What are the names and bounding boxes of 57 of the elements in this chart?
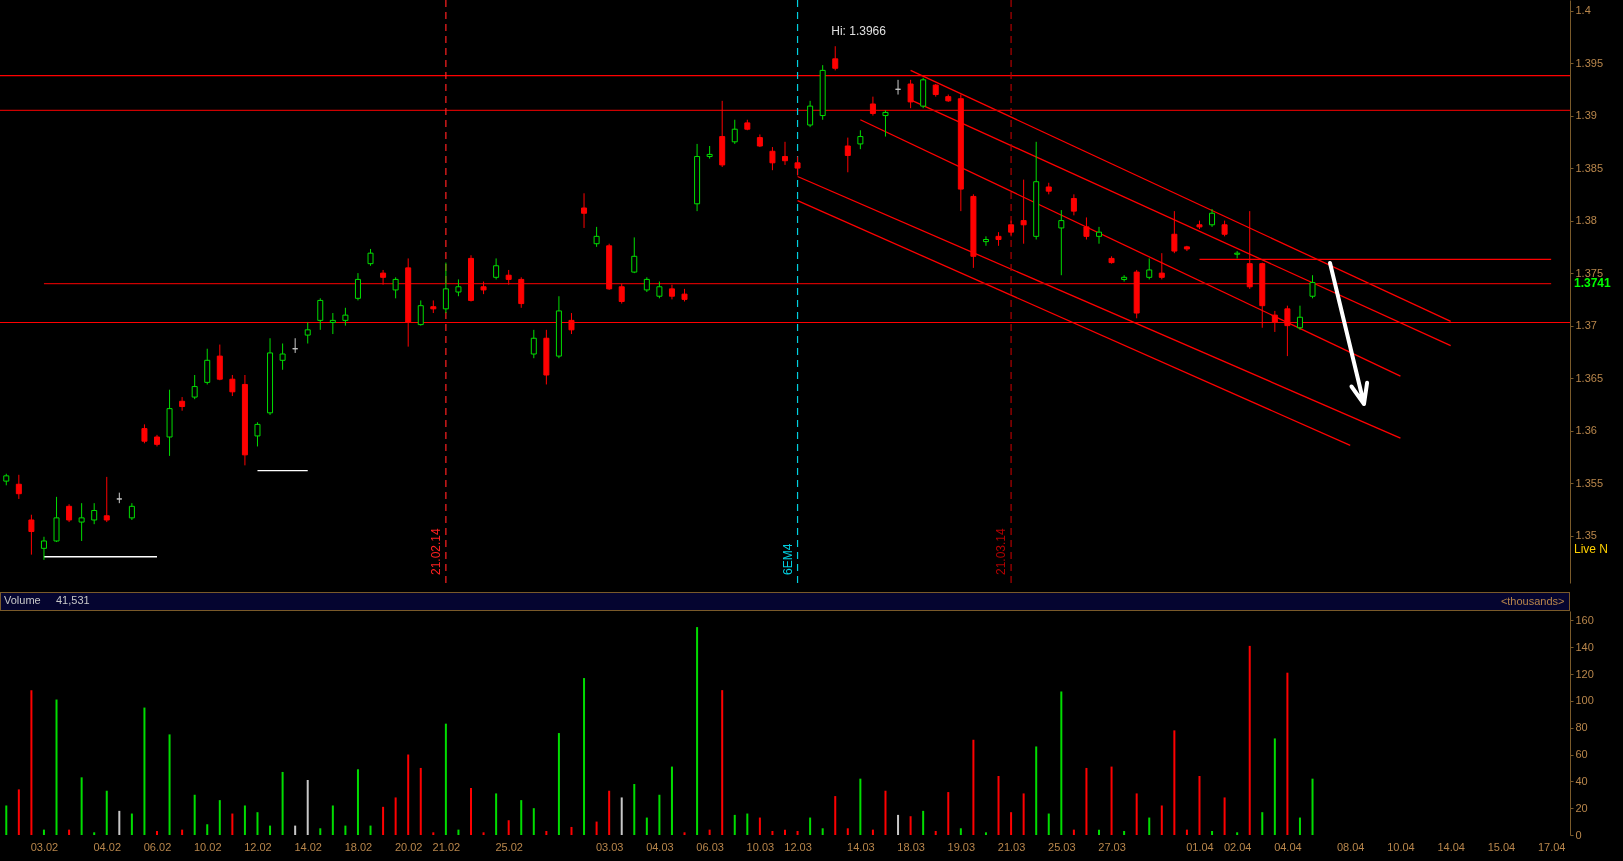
y-tick-label: 1.38 xyxy=(1575,214,1597,227)
y-tick-label: 80 xyxy=(1575,721,1588,734)
y-tick-label: 160 xyxy=(1575,613,1594,626)
y-tick-label: 1.36 xyxy=(1575,424,1597,437)
x-tick-label: 14.02 xyxy=(294,840,322,853)
y-tick-label: 1.375 xyxy=(1575,266,1604,279)
y-tick-label: 60 xyxy=(1575,748,1588,761)
x-tick-label: 14.03 xyxy=(847,840,875,853)
x-tick-label: 15.04 xyxy=(1487,840,1516,853)
ref-line-label: 6EM4 xyxy=(780,543,795,575)
x-tick-label: 02.04 xyxy=(1223,840,1252,853)
y-tick-label: 120 xyxy=(1575,667,1594,680)
x-tick-label: 10.04 xyxy=(1387,840,1415,853)
x-tick-label: 10.03 xyxy=(746,840,775,853)
x-tick-label: 25.02 xyxy=(495,840,523,853)
y-tick-label: 40 xyxy=(1575,774,1588,787)
x-tick-label: 12.02 xyxy=(244,840,272,853)
y-tick-label: 140 xyxy=(1575,640,1594,653)
x-tick-label: 21.03 xyxy=(997,840,1026,853)
y-tick-label: 20 xyxy=(1575,801,1588,814)
x-tick-label: 10.02 xyxy=(193,840,222,853)
x-tick-label: 21.02 xyxy=(432,840,461,853)
y-tick-label: 1.39 xyxy=(1575,109,1597,122)
x-tick-label: 01.04 xyxy=(1186,840,1214,853)
y-tick-label: 1.385 xyxy=(1575,161,1604,174)
y-tick-label: 0 xyxy=(1575,828,1582,841)
y-tick-label: 1.37 xyxy=(1575,319,1597,332)
y-tick-label: 1.35 xyxy=(1575,529,1597,542)
y-tick-label: 1.355 xyxy=(1575,476,1604,489)
x-tick-label: 19.03 xyxy=(947,840,976,853)
y-tick-label: 1.395 xyxy=(1575,56,1604,69)
x-tick-label: 12.03 xyxy=(784,840,812,853)
text: 41,531 xyxy=(56,594,90,606)
x-tick-label: 04.04 xyxy=(1274,840,1302,853)
x-tick-label: 18.02 xyxy=(344,840,373,853)
x-tick-label: 03.03 xyxy=(595,840,624,853)
ref-line-label: 21.03.14 xyxy=(994,527,1009,575)
x-tick-label: 27.03 xyxy=(1098,840,1126,853)
x-tick-label: 06.02 xyxy=(143,840,172,853)
x-tick-label: 25.03 xyxy=(1048,840,1076,853)
x-tick-label: 20.02 xyxy=(394,840,423,853)
text: Live N xyxy=(1574,542,1609,556)
annotation: Hi: 1.3966 xyxy=(831,24,887,39)
y-tick-label: 1.4 xyxy=(1575,4,1591,16)
x-tick-label: 06.03 xyxy=(696,840,724,853)
x-tick-label: 03.02 xyxy=(30,840,59,853)
x-tick-label: 18.03 xyxy=(897,840,925,853)
x-tick-label: 04.02 xyxy=(93,840,122,853)
x-tick-label: 04.03 xyxy=(646,840,674,853)
x-tick-label: 08.04 xyxy=(1336,840,1365,853)
y-tick-label: 100 xyxy=(1575,694,1594,707)
ref-line-label: 21.02.14 xyxy=(428,527,443,575)
x-tick-label: 14.04 xyxy=(1437,840,1465,853)
y-axis-title: <thousands> xyxy=(1500,594,1565,607)
chart-title: Volume xyxy=(4,594,41,606)
x-tick-label: 17.04 xyxy=(1537,840,1566,853)
y-tick-label: 1.365 xyxy=(1575,371,1604,384)
